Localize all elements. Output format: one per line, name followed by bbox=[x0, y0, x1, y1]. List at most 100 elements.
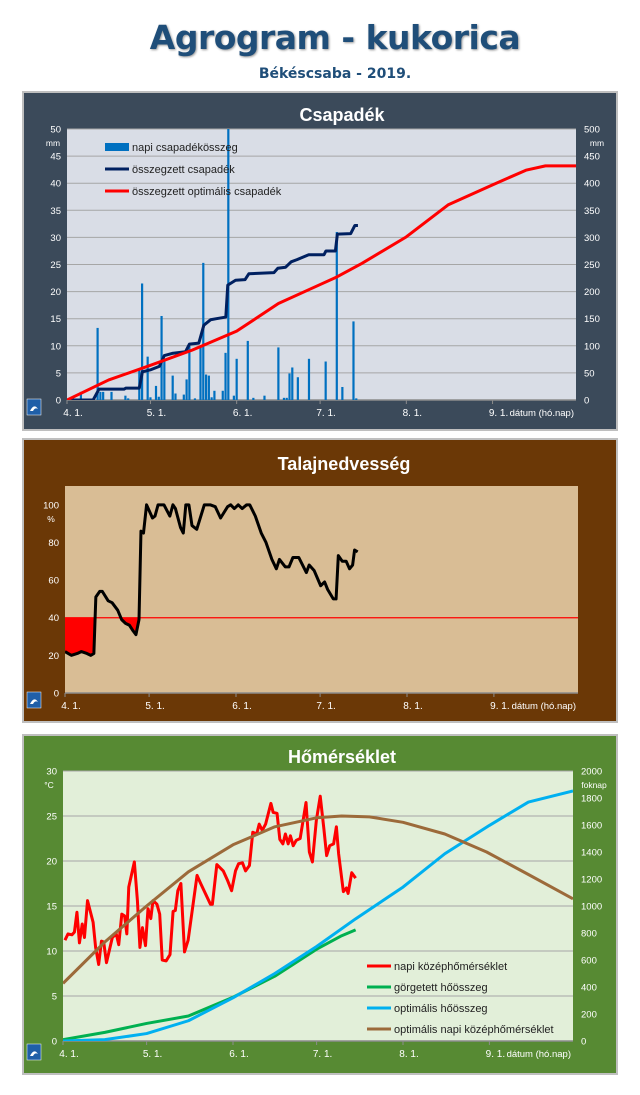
y-left-unit-label: mm bbox=[46, 138, 60, 148]
x-tick-label: 9. 1. bbox=[490, 701, 509, 712]
y-left-tick-label: 100 bbox=[43, 500, 59, 511]
y-left-tick-label: 0 bbox=[54, 689, 59, 700]
y-left-tick-label: 5 bbox=[52, 992, 57, 1003]
legend-label: görgetett hőösszeg bbox=[394, 982, 488, 994]
legend-label: napi csapadékösszeg bbox=[132, 142, 238, 154]
chart-title: Csapadék bbox=[299, 105, 385, 125]
precip-bar bbox=[224, 352, 227, 400]
precip-bar bbox=[182, 394, 185, 400]
x-axis-label: dátum (hó.nap) bbox=[512, 701, 576, 712]
y-left-tick-label: 80 bbox=[48, 538, 59, 549]
y-right-tick-label: 1600 bbox=[581, 821, 602, 832]
y-left-tick-label: 10 bbox=[50, 341, 61, 352]
precip-bar bbox=[188, 345, 191, 400]
x-tick-label: 4. 1. bbox=[63, 408, 82, 419]
precip-bar bbox=[171, 375, 174, 400]
precip-bar bbox=[79, 391, 83, 400]
y-right-tick-label: 1400 bbox=[581, 848, 602, 859]
y-left-tick-label: 45 bbox=[50, 152, 61, 163]
y-left-tick-label: 20 bbox=[46, 857, 57, 868]
x-axis-label: dátum (hó.nap) bbox=[510, 408, 574, 419]
precip-bar bbox=[193, 398, 197, 400]
series-line-0 bbox=[65, 503, 359, 657]
x-tick-label: 7. 1. bbox=[316, 701, 335, 712]
precip-bar bbox=[154, 385, 158, 400]
x-tick-label: 6. 1. bbox=[229, 1049, 248, 1060]
x-tick-label: 4. 1. bbox=[61, 701, 80, 712]
precip-bar bbox=[213, 390, 216, 400]
y-right-tick-label: 300 bbox=[584, 233, 600, 244]
y-right-tick-label: 600 bbox=[581, 956, 597, 967]
y-left-tick-label: 40 bbox=[48, 613, 59, 624]
legend-swatch bbox=[105, 143, 129, 151]
y-right-tick-label: 1000 bbox=[581, 902, 602, 913]
plot-area bbox=[65, 486, 578, 693]
precip-bar bbox=[163, 360, 166, 400]
precip-bar bbox=[199, 345, 202, 400]
y-right-tick-label: 2000 bbox=[581, 767, 602, 778]
y-right-unit-label: foknap bbox=[581, 780, 607, 790]
page-title: Agrogram - kukorica bbox=[149, 18, 521, 57]
x-tick-label: 6. 1. bbox=[233, 408, 252, 419]
y-left-tick-label: 35 bbox=[50, 206, 61, 217]
y-right-tick-label: 200 bbox=[584, 287, 600, 298]
y-left-tick-label: 60 bbox=[48, 576, 59, 587]
y-right-tick-label: 0 bbox=[584, 396, 589, 407]
precip-bar bbox=[235, 358, 238, 400]
precip-bar bbox=[296, 377, 299, 400]
omsz-logo bbox=[26, 691, 42, 709]
soil-moisture-chart-panel: Talajnedvesség 0 20 40 60 80 100% 4. 1. 5. 1. 6. … bbox=[22, 438, 618, 723]
page-subtitle: Békéscsaba - 2019. bbox=[258, 66, 412, 82]
y-right-tick-label: 100 bbox=[584, 341, 600, 352]
omsz-logo-wave-icon bbox=[30, 1051, 38, 1056]
y-left-tick-label: 0 bbox=[56, 396, 61, 407]
precip-bar bbox=[277, 347, 280, 400]
x-tick-label: 7. 1. bbox=[313, 1049, 332, 1060]
x-tick-label: 7. 1. bbox=[316, 408, 335, 419]
y-left-tick-label: 40 bbox=[50, 179, 61, 190]
precip-bar bbox=[185, 379, 188, 400]
chart-title: Hőmérséklet bbox=[288, 747, 396, 767]
x-tick-label: 8. 1. bbox=[403, 408, 422, 419]
y-left-tick-label: 25 bbox=[46, 812, 57, 823]
precip-bar bbox=[174, 393, 177, 400]
legend-label: összegzett csapadék bbox=[132, 164, 235, 176]
series-line-1 bbox=[67, 223, 358, 400]
y-right-tick-label: 400 bbox=[584, 179, 600, 190]
omsz-logo bbox=[26, 398, 42, 416]
y-left-tick-label: 30 bbox=[50, 233, 61, 244]
series-layer bbox=[63, 789, 573, 1041]
precip-bar bbox=[335, 231, 338, 400]
legend-label: napi középhőmérséklet bbox=[394, 961, 507, 973]
series-line-2 bbox=[67, 164, 576, 400]
series-line-3 bbox=[63, 814, 573, 985]
precip-bar bbox=[232, 395, 235, 400]
series-layer bbox=[65, 503, 578, 657]
precipitation-chart: Csapadék 0 5 10 15 20 25 30 35 40 45 50 mm 0 50 100 150 2… bbox=[26, 105, 604, 419]
x-tick-label: 4. 1. bbox=[59, 1049, 78, 1060]
precip-bar bbox=[157, 396, 160, 400]
y-right-tick-label: 150 bbox=[584, 314, 600, 325]
precipitation-chart-panel: Csapadék 0 5 10 15 20 25 30 35 40 45 50 mm 0 50 100 150 2… bbox=[22, 91, 618, 431]
legend-label: optimális hőösszeg bbox=[394, 1003, 488, 1015]
omsz-logo bbox=[26, 1043, 42, 1061]
precip-bar bbox=[146, 356, 149, 400]
precip-bar bbox=[102, 391, 105, 400]
temperature-chart-panel: Hőmérséklet 0 5 10 15 20 25 30 °C 0 200 400 600 800 10… bbox=[22, 734, 618, 1075]
precip-bar bbox=[160, 315, 163, 400]
precip-bar bbox=[307, 358, 311, 400]
precip-bar bbox=[210, 397, 213, 400]
y-left-tick-label: 25 bbox=[50, 260, 61, 271]
precip-bar bbox=[352, 321, 355, 400]
x-tick-label: 5. 1. bbox=[147, 408, 166, 419]
x-tick-label: 6. 1. bbox=[232, 701, 251, 712]
precip-bar bbox=[291, 367, 294, 400]
y-left-tick-label: 15 bbox=[46, 902, 57, 913]
y-right-tick-label: 200 bbox=[581, 1010, 597, 1021]
legend-label: összegzett optimális csapadék bbox=[132, 186, 282, 198]
precip-bar bbox=[221, 390, 224, 400]
series-line-0 bbox=[63, 794, 357, 966]
precip-bar bbox=[110, 391, 113, 400]
y-right-tick-label: 1200 bbox=[581, 875, 602, 886]
